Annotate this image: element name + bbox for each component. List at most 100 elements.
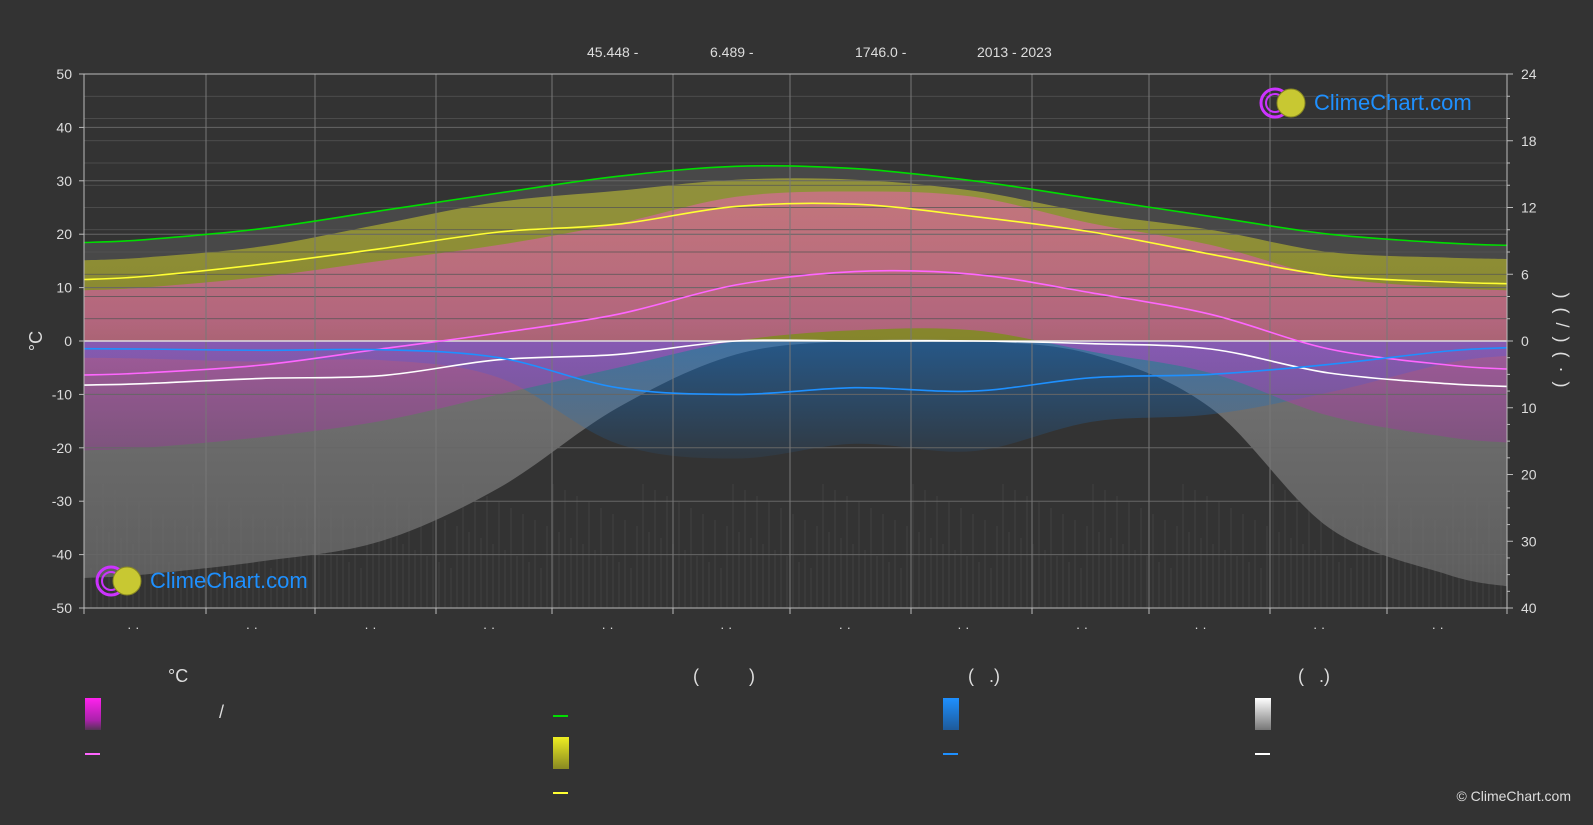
snow-streak <box>600 508 602 608</box>
snow-streak <box>252 514 254 608</box>
snow-streak <box>1326 556 1328 608</box>
snow-streak <box>900 568 902 608</box>
snow-streak <box>1158 562 1160 608</box>
snow-streak <box>1152 514 1154 608</box>
legend-daylight-line <box>553 715 568 717</box>
snow-streak <box>450 568 452 608</box>
snow-streak <box>366 526 368 608</box>
legend-temp-max-line <box>85 753 100 755</box>
y-right-tick-label: 30 <box>1521 533 1537 549</box>
snow-streak <box>1260 568 1262 608</box>
snow-streak <box>576 496 578 608</box>
header-longitude: 6.489 - <box>710 44 754 60</box>
snow-streak <box>1254 520 1256 608</box>
snow-streak <box>612 514 614 608</box>
snow-streak <box>1356 526 1358 608</box>
snow-streak <box>1074 520 1076 608</box>
snow-streak <box>1230 508 1232 608</box>
snow-streak <box>270 568 272 608</box>
snow-streak <box>1008 532 1010 608</box>
snow-streak <box>876 556 878 608</box>
y-left-tick-label: -50 <box>52 600 72 616</box>
y-left-tick-label: -10 <box>52 386 72 402</box>
snow-streak <box>1410 508 1412 608</box>
snow-streak <box>1248 562 1250 608</box>
snow-streak <box>516 556 518 608</box>
snow-streak <box>1266 526 1268 608</box>
x-tick-label: · · <box>364 620 376 635</box>
snow-streak <box>186 526 188 608</box>
snow-streak <box>714 520 716 608</box>
snow-streak <box>594 550 596 608</box>
snow-streak <box>432 514 434 608</box>
snow-streak <box>246 556 248 608</box>
y-right-tick-label: 40 <box>1521 600 1537 616</box>
snow-streak <box>522 514 524 608</box>
snow-streak <box>1242 514 1244 608</box>
y-left-tick-label: 20 <box>56 226 72 242</box>
snow-streak <box>918 532 920 608</box>
snow-streak <box>1200 538 1202 608</box>
snow-streak <box>180 568 182 608</box>
snow-streak <box>1176 526 1178 608</box>
x-tick-label: · · <box>483 620 495 635</box>
snow-streak <box>1464 490 1466 608</box>
snow-streak <box>504 550 506 608</box>
snow-streak <box>354 520 356 608</box>
snow-streak <box>1206 496 1208 608</box>
snow-streak <box>1146 556 1148 608</box>
snow-streak <box>1338 562 1340 608</box>
x-tick-label: · · <box>1313 620 1325 635</box>
snow-streak <box>1368 532 1370 608</box>
legend-rain-title: ( .) <box>968 666 1000 686</box>
snow-streak <box>390 538 392 608</box>
snow-streak <box>852 544 854 608</box>
logo-text: ClimeChart.com <box>150 568 308 593</box>
snow-streak <box>300 538 302 608</box>
x-tick-label: · · <box>127 620 139 635</box>
snow-streak <box>1482 544 1484 608</box>
y-right-axis-label: ) ( / ) ( · ) <box>1552 293 1572 390</box>
snow-streak <box>168 562 170 608</box>
snow-streak <box>1500 508 1502 608</box>
snow-streak <box>942 544 944 608</box>
snow-streak <box>846 496 848 608</box>
rain-band <box>84 341 1507 459</box>
snow-streak <box>822 484 824 608</box>
snow-streak <box>444 520 446 608</box>
snow-streak <box>1188 532 1190 608</box>
snow-streak <box>1002 484 1004 608</box>
snow-streak <box>312 544 314 608</box>
snow-streak <box>1290 538 1292 608</box>
snow-streak <box>210 538 212 608</box>
snow-streak <box>1224 550 1226 608</box>
y-right-tick-label: 20 <box>1521 467 1537 483</box>
snow-streak <box>1404 550 1406 608</box>
lines-layer <box>83 164 1508 396</box>
snow-streak <box>546 526 548 608</box>
snow-streak <box>1014 490 1016 608</box>
header-latitude: 45.448 - <box>587 44 639 60</box>
snow-streak <box>468 532 470 608</box>
y-left-tick-label: 10 <box>56 280 72 296</box>
snow-streak <box>1296 496 1298 608</box>
snow-streak <box>570 538 572 608</box>
snow-streak <box>684 550 686 608</box>
snow-streak <box>1182 484 1184 608</box>
snow-streak <box>1434 520 1436 608</box>
snow-streak <box>486 496 488 608</box>
snow-streak <box>1140 508 1142 608</box>
x-tick-label: · · <box>246 620 258 635</box>
snow-streak <box>1044 550 1046 608</box>
snow-streak <box>1092 484 1094 608</box>
snow-streak <box>606 556 608 608</box>
snow-streak <box>336 556 338 608</box>
snow-streak <box>1314 550 1316 608</box>
snow-streak <box>582 544 584 608</box>
series-line-sunshine <box>83 202 1508 285</box>
snow-streak <box>798 562 800 608</box>
y-left-tick-label: 30 <box>56 173 72 189</box>
snow-streak <box>1116 496 1118 608</box>
snow-streak <box>810 568 812 608</box>
snow-streak <box>954 550 956 608</box>
